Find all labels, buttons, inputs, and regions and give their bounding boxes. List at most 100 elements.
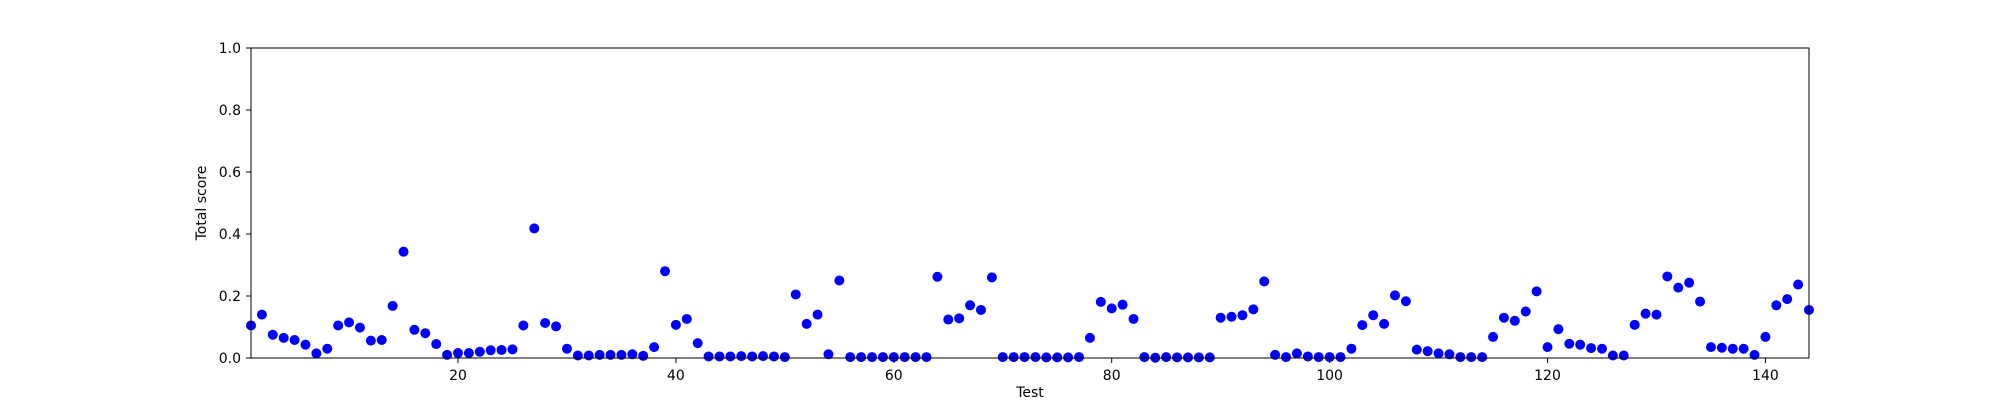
- data-point: [1324, 352, 1335, 363]
- data-point: [1760, 331, 1771, 342]
- data-point: [714, 351, 725, 362]
- data-point: [692, 338, 703, 349]
- x-tick-label: 60: [885, 368, 903, 384]
- y-axis-label: Total score: [194, 166, 210, 242]
- data-point: [540, 317, 551, 328]
- x-tick-label: 140: [1752, 368, 1779, 384]
- data-point: [1618, 350, 1629, 361]
- data-point: [1270, 349, 1281, 360]
- data-point: [398, 246, 409, 257]
- data-point: [409, 324, 420, 335]
- data-point: [354, 322, 365, 333]
- x-axis-ticks: 20 40 60 80 100 120 140: [449, 358, 1779, 384]
- data-point: [725, 351, 736, 362]
- data-point: [1749, 349, 1760, 360]
- data-point: [605, 349, 616, 360]
- data-point: [1248, 304, 1259, 315]
- data-point: [507, 344, 518, 355]
- data-point: [300, 339, 311, 350]
- data-point: [768, 351, 779, 362]
- data-point: [801, 318, 812, 329]
- data-point: [1346, 343, 1357, 354]
- data-point: [387, 300, 398, 311]
- data-point: [278, 332, 289, 343]
- data-point: [681, 313, 692, 324]
- data-point: [856, 352, 867, 363]
- y-tick-label: 0.8: [219, 103, 241, 119]
- data-point: [1368, 310, 1379, 321]
- data-point: [572, 350, 583, 361]
- data-point: [649, 342, 660, 353]
- data-point: [583, 350, 594, 361]
- data-point: [1052, 352, 1063, 363]
- x-tick-label: 100: [1316, 368, 1343, 384]
- data-point: [376, 335, 387, 346]
- data-point: [1095, 296, 1106, 307]
- data-point: [1596, 343, 1607, 354]
- data-point: [1520, 306, 1531, 317]
- data-point: [1063, 352, 1074, 363]
- y-tick-label: 0.2: [219, 289, 241, 305]
- data-point: [703, 351, 714, 362]
- x-tick-label: 40: [667, 368, 685, 384]
- data-point: [1193, 352, 1204, 363]
- data-point: [1074, 352, 1085, 363]
- data-point: [1662, 271, 1673, 282]
- data-point: [1640, 308, 1651, 319]
- data-point: [267, 329, 278, 340]
- data-point: [1553, 324, 1564, 335]
- data-point: [1793, 279, 1804, 290]
- data-point: [551, 321, 562, 332]
- data-point: [888, 352, 899, 363]
- data-point: [442, 349, 453, 360]
- data-point: [1498, 312, 1509, 323]
- data-point: [485, 345, 496, 356]
- data-point: [627, 349, 638, 360]
- data-point: [1313, 352, 1324, 363]
- data-point: [1281, 352, 1292, 363]
- data-point: [1106, 303, 1117, 314]
- data-point: [1466, 352, 1477, 363]
- x-tick-label: 80: [1103, 368, 1121, 384]
- data-point: [1161, 352, 1172, 363]
- data-point: [420, 328, 431, 339]
- data-point: [943, 314, 954, 325]
- data-point: [812, 309, 823, 320]
- data-point: [877, 352, 888, 363]
- data-point: [1575, 339, 1586, 350]
- data-point: [1727, 343, 1738, 354]
- data-point: [1128, 313, 1139, 324]
- data-point: [823, 349, 834, 360]
- data-point: [1607, 350, 1618, 361]
- data-point: [1008, 352, 1019, 363]
- plot-area-frame: [250, 47, 1810, 359]
- data-point: [256, 309, 267, 320]
- data-point: [1400, 296, 1411, 307]
- data-point: [954, 313, 965, 324]
- data-point: [311, 348, 322, 359]
- y-tick-label: 0.6: [219, 165, 241, 181]
- data-point: [1411, 344, 1422, 355]
- data-point: [1084, 332, 1095, 343]
- data-point: [834, 275, 845, 286]
- data-points: [246, 223, 1814, 363]
- data-point: [594, 349, 605, 360]
- data-point: [1564, 338, 1575, 349]
- data-point: [997, 352, 1008, 363]
- data-point: [1716, 342, 1727, 353]
- data-point: [616, 349, 627, 360]
- data-point: [1182, 352, 1193, 363]
- data-point: [561, 343, 572, 354]
- data-point: [1259, 276, 1270, 287]
- data-point: [1389, 290, 1400, 301]
- data-point: [453, 348, 464, 359]
- data-point: [1357, 320, 1368, 331]
- data-point: [1139, 352, 1150, 363]
- data-point: [1542, 342, 1553, 353]
- data-point: [333, 320, 344, 331]
- data-point: [736, 351, 747, 362]
- data-point: [1041, 352, 1052, 363]
- data-point: [344, 317, 355, 328]
- data-point: [474, 346, 485, 357]
